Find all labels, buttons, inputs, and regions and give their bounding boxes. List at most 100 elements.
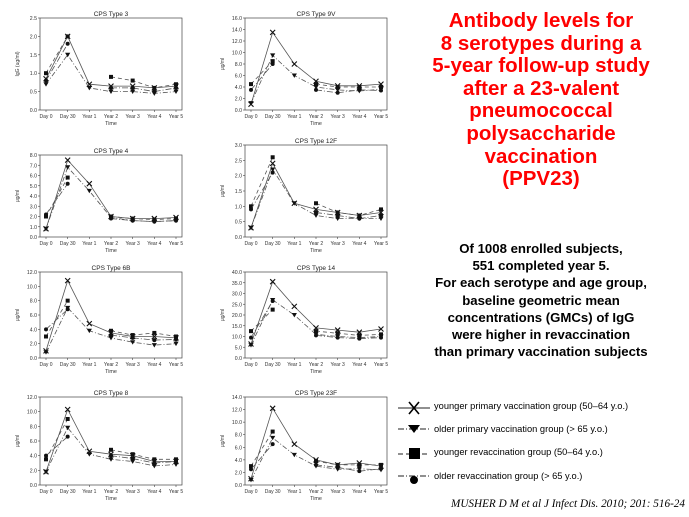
- y-tick-label: 14.0: [232, 395, 242, 401]
- chart-panel-cps-type-4: CPS Type 4 0.0 1.0 2.0 3.0 4.0 5.0 6.0 7.0 8.0 μg/…: [15, 148, 183, 254]
- data-point-circle-marker: [174, 218, 178, 223]
- y-tick-label: 2.0: [235, 174, 242, 180]
- data-point-x-marker: [378, 326, 384, 332]
- chart-panel-cps-type-6b: CPS Type 6B 0.0 2.0 4.0 6.0 8.0 10.0 12.0 μg/ml D…: [15, 265, 183, 375]
- series-line-circle: [45, 309, 177, 341]
- y-tick-label: 1.5: [235, 189, 242, 195]
- y-tick-label: 0.0: [235, 356, 242, 362]
- legend-label: younger revaccination group (50–64 y.o.): [434, 447, 603, 457]
- x-tick-label: Year 1: [287, 489, 301, 495]
- data-point-square-marker: [44, 334, 48, 339]
- x-tick-label: Year 3: [126, 114, 140, 120]
- x-tick-label: Day 0: [39, 241, 52, 247]
- data-point-circle-marker: [357, 336, 362, 341]
- series-line-square: [45, 418, 176, 460]
- data-point-square-marker: [130, 452, 135, 457]
- data-point-x-marker: [269, 405, 276, 412]
- data-point-circle-marker: [152, 461, 157, 465]
- y-tick-label: 2.5: [30, 16, 37, 22]
- legend-item-older-revaccination: older revaccination group (> 65 y.o.): [396, 468, 686, 488]
- x-tick-label: Day 0: [244, 241, 257, 247]
- x-tick-label: Day 0: [244, 489, 257, 495]
- data-point-circle-marker: [152, 89, 157, 94]
- data-point-square-marker: [130, 333, 135, 338]
- series-line-circle: [250, 172, 382, 220]
- x-tick-label: Year 5: [169, 114, 183, 120]
- data-point-square-marker: [174, 82, 178, 87]
- x-tick-label: Year 2: [104, 241, 118, 247]
- y-axis-label: μg/ml: [220, 185, 226, 197]
- x-axis-label: Time: [310, 248, 322, 254]
- x-tick-label: Day 30: [265, 362, 281, 368]
- x-tick-label: Year 4: [147, 489, 161, 495]
- y-axis-label: μg/ml: [15, 309, 21, 321]
- chart-title: CPS Type 8: [94, 390, 129, 397]
- x-tick-label: Day 30: [60, 489, 76, 495]
- y-tick-label: 8.0: [30, 153, 37, 159]
- data-point-x-marker: [64, 277, 71, 284]
- data-point-circle-marker: [249, 335, 253, 340]
- y-tick-label: 4.0: [30, 194, 37, 200]
- data-point-triangle-marker: [86, 85, 92, 91]
- x-tick-label: Year 3: [126, 241, 140, 247]
- series-line-circle: [45, 43, 177, 93]
- summary-line: 551 completed year 5.: [472, 258, 610, 274]
- y-tick-label: 40.0: [232, 270, 242, 276]
- data-point-circle-marker: [357, 216, 362, 221]
- x-axis-label: Time: [310, 369, 322, 375]
- x-tick-label: Day 0: [39, 114, 52, 120]
- data-point-circle-marker: [270, 62, 275, 66]
- summary-line: Of 1008 enrolled subjects,: [459, 241, 623, 256]
- data-point-circle-marker: [379, 213, 383, 218]
- data-point-triangle-marker: [108, 335, 114, 341]
- y-tick-label: 0.0: [30, 235, 37, 241]
- y-tick-label: 0.0: [235, 483, 242, 489]
- data-point-circle-marker: [270, 170, 275, 175]
- y-tick-label: 2.5: [235, 158, 242, 164]
- series-line-square: [250, 309, 382, 336]
- chart-panel-cps-type-8: CPS Type 8 0.0 2.0 4.0 6.0 8.0 10.0 12.0 μg/ml Da…: [15, 390, 183, 502]
- y-tick-label: 12.0: [27, 395, 37, 401]
- x-tick-label: Year 1: [287, 241, 301, 247]
- data-point-square-marker: [152, 330, 157, 335]
- y-tick-label: 35.0: [232, 281, 242, 287]
- summary-line: baseline geometric mean: [462, 292, 620, 308]
- chart-title: CPS Type 12F: [295, 138, 337, 145]
- x-tick-label: Day 30: [60, 241, 76, 247]
- series-line-circle: [250, 300, 382, 340]
- y-tick-label: 10.0: [232, 420, 242, 426]
- data-point-x-marker: [86, 180, 93, 187]
- y-tick-label: 0.0: [235, 108, 242, 114]
- data-point-square-marker: [335, 462, 340, 467]
- series-line-triangle: [250, 437, 382, 481]
- data-point-triangle-marker: [356, 466, 362, 472]
- data-point-square-marker: [109, 328, 113, 333]
- y-tick-label: 2.0: [30, 215, 37, 221]
- data-point-circle-marker: [314, 87, 318, 92]
- x-tick-label: Year 4: [147, 241, 161, 247]
- data-point-triangle-marker: [248, 477, 254, 483]
- series-line-triangle: [250, 54, 382, 104]
- data-point-x-marker: [291, 61, 298, 67]
- plot-frame: [39, 271, 183, 359]
- title-line: after a 23-valent: [462, 76, 620, 100]
- data-point-triangle-marker: [108, 89, 114, 94]
- data-point-circle-marker: [44, 327, 48, 332]
- chart-panel-cps-type-9v: CPS Type 9V 0.0 2.0 4.0 6.0 8.0 10.0 12.0 14.0 16…: [220, 11, 388, 127]
- y-axis-label: μg/ml: [220, 58, 226, 70]
- y-tick-label: 6.0: [235, 74, 242, 80]
- data-point-circle-marker: [65, 181, 70, 186]
- data-point-circle-marker: [152, 219, 157, 224]
- y-tick-label: 4.0: [30, 327, 37, 333]
- data-point-triangle-marker: [248, 101, 254, 106]
- y-tick-label: 4.0: [235, 458, 242, 464]
- data-point-circle-marker: [249, 87, 253, 92]
- plot-frame: [39, 154, 183, 238]
- serotype-charts-grid: CPS Type 3 0.0 0.5 1.0 1.5 2.0 2.5 IgG (ug/ml) D…: [15, 11, 388, 502]
- x-axis-label: Time: [310, 121, 322, 127]
- data-point-triangle-marker: [291, 73, 297, 78]
- x-tick-label: Day 0: [39, 489, 52, 495]
- data-point-circle-marker: [249, 467, 253, 472]
- data-point-circle-marker: [174, 337, 178, 342]
- x-tick-label: Day 30: [60, 362, 76, 368]
